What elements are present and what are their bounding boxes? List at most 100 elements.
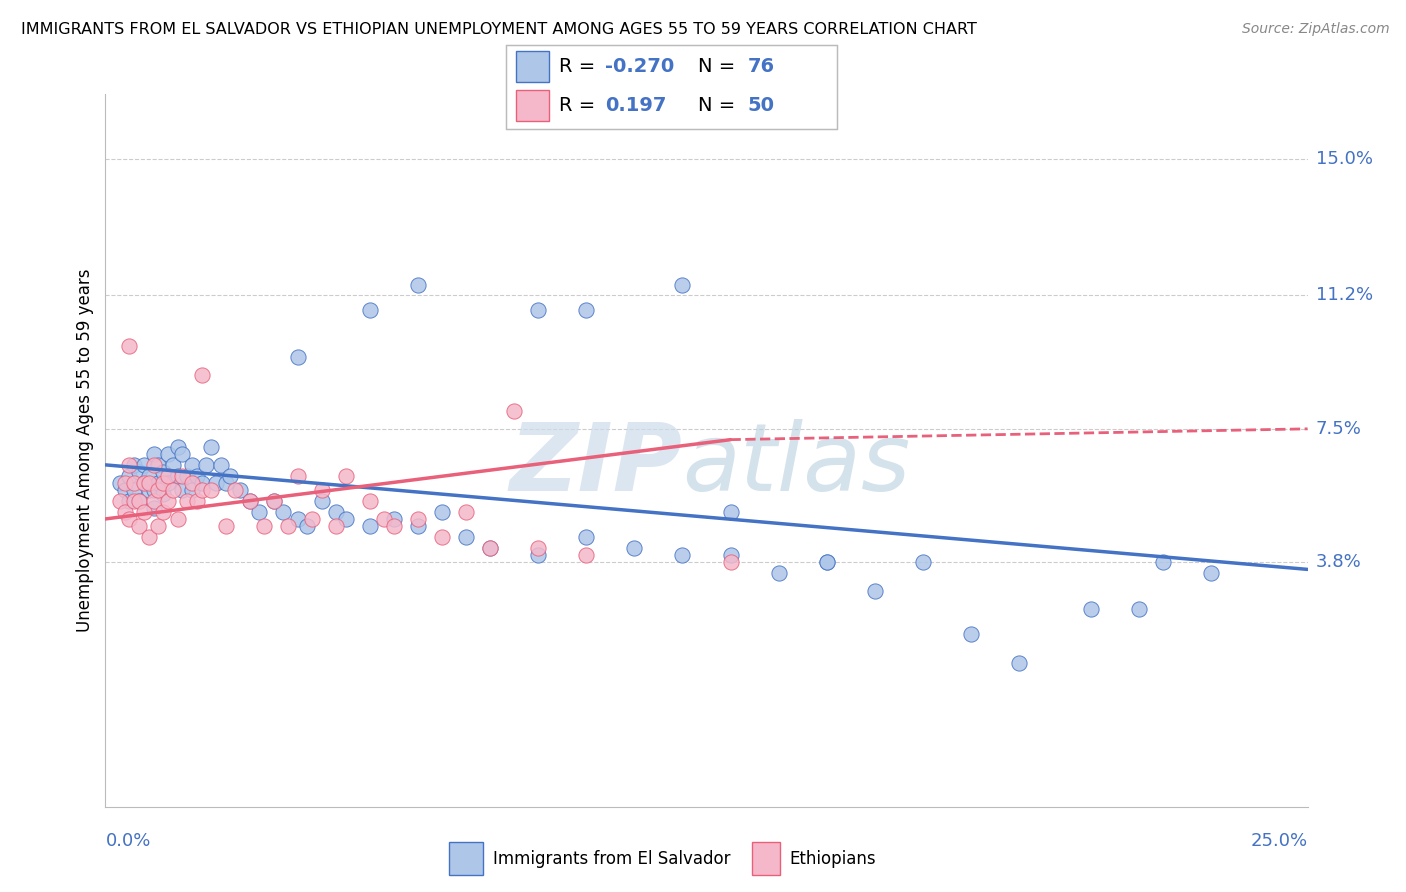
Text: 7.5%: 7.5% — [1316, 420, 1362, 438]
Text: Ethiopians: Ethiopians — [790, 849, 876, 868]
Point — [138, 468, 160, 483]
Point — [373, 512, 395, 526]
Point — [152, 475, 174, 490]
Point — [359, 519, 381, 533]
Point — [156, 494, 179, 508]
Bar — [752, 842, 780, 874]
Point — [205, 475, 228, 490]
Point — [138, 530, 160, 544]
Point — [247, 505, 270, 519]
Point — [108, 494, 131, 508]
Point — [132, 475, 155, 490]
Text: -0.270: -0.270 — [605, 57, 675, 76]
Point — [1008, 656, 1031, 670]
Point — [142, 447, 165, 461]
Point — [190, 475, 212, 490]
Point — [239, 494, 262, 508]
Point — [118, 339, 141, 353]
Point — [575, 530, 598, 544]
Point — [118, 512, 141, 526]
Point — [335, 512, 357, 526]
Point — [406, 512, 429, 526]
Text: 11.2%: 11.2% — [1316, 286, 1374, 304]
Point — [1152, 555, 1174, 569]
Point — [720, 548, 742, 562]
Point — [128, 465, 150, 479]
Text: 0.197: 0.197 — [605, 96, 666, 115]
Text: N =: N = — [697, 57, 741, 76]
Point — [263, 494, 285, 508]
Point — [152, 505, 174, 519]
Point — [124, 475, 146, 490]
Point — [768, 566, 790, 580]
Point — [671, 277, 693, 292]
Point — [132, 505, 155, 519]
Point — [172, 447, 194, 461]
Point — [273, 505, 295, 519]
Point — [1201, 566, 1223, 580]
Point — [219, 468, 242, 483]
Point — [297, 519, 319, 533]
Text: 25.0%: 25.0% — [1250, 832, 1308, 850]
Point — [479, 541, 502, 555]
Point — [138, 475, 160, 490]
Bar — [516, 90, 550, 120]
Bar — [450, 842, 484, 874]
Point — [132, 475, 155, 490]
Point — [166, 440, 188, 454]
Point — [138, 483, 160, 497]
Point — [287, 512, 309, 526]
Point — [527, 302, 550, 317]
Point — [454, 530, 477, 544]
Point — [142, 501, 165, 516]
Point — [382, 519, 405, 533]
Point — [359, 302, 381, 317]
Point — [224, 483, 246, 497]
Point — [162, 458, 184, 472]
Point — [108, 475, 131, 490]
Text: 0.0%: 0.0% — [105, 832, 150, 850]
Point — [124, 494, 146, 508]
Point — [575, 548, 598, 562]
Point — [623, 541, 645, 555]
Point — [118, 458, 141, 472]
Point — [118, 468, 141, 483]
Y-axis label: Unemployment Among Ages 55 to 59 years: Unemployment Among Ages 55 to 59 years — [76, 268, 94, 632]
Point — [190, 483, 212, 497]
Point — [186, 494, 208, 508]
Point — [148, 475, 170, 490]
Point — [325, 505, 347, 519]
Text: N =: N = — [697, 96, 741, 115]
Point — [960, 627, 983, 641]
Point — [181, 475, 204, 490]
Point — [181, 483, 204, 497]
Point — [430, 530, 453, 544]
Point — [152, 465, 174, 479]
Point — [128, 519, 150, 533]
Point — [172, 483, 194, 497]
Point — [176, 494, 198, 508]
Text: 50: 50 — [748, 96, 775, 115]
Text: 15.0%: 15.0% — [1316, 150, 1372, 168]
Point — [162, 483, 184, 497]
Point — [209, 458, 232, 472]
Point — [142, 483, 165, 497]
Point — [325, 519, 347, 533]
Point — [311, 483, 333, 497]
Point — [195, 458, 218, 472]
Text: IMMIGRANTS FROM EL SALVADOR VS ETHIOPIAN UNEMPLOYMENT AMONG AGES 55 TO 59 YEARS : IMMIGRANTS FROM EL SALVADOR VS ETHIOPIAN… — [21, 22, 977, 37]
Point — [406, 277, 429, 292]
Point — [277, 519, 299, 533]
Point — [142, 458, 165, 472]
Point — [214, 519, 236, 533]
Point — [128, 494, 150, 508]
Point — [263, 494, 285, 508]
Point — [863, 584, 886, 599]
Point — [190, 368, 212, 382]
Point — [335, 468, 357, 483]
Point — [156, 447, 179, 461]
Point — [200, 440, 222, 454]
Point — [1080, 602, 1102, 616]
Point — [166, 468, 188, 483]
Point — [124, 458, 146, 472]
